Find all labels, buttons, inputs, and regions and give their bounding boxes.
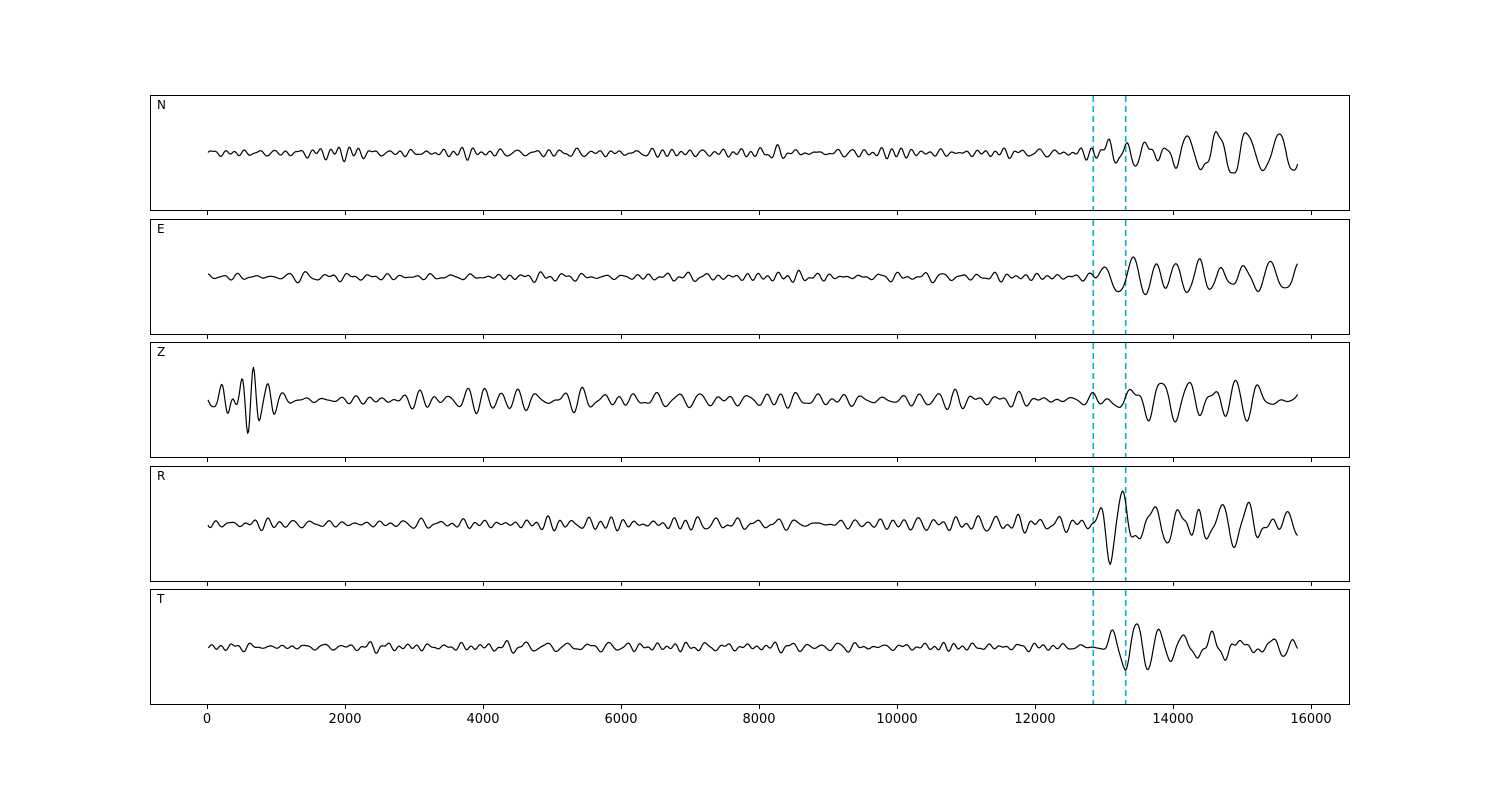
x-axis-tick: [897, 458, 898, 462]
x-axis-tick: [759, 458, 760, 462]
x-axis-tick-label: 4000: [466, 712, 500, 727]
x-axis-tick: [897, 581, 898, 586]
x-axis-tick: [1173, 705, 1174, 709]
waveform-plot-area: [207, 219, 1299, 334]
x-axis-tick: [207, 458, 208, 462]
waveform-panel-E: E: [150, 218, 1350, 335]
x-axis-tick: [897, 705, 898, 709]
x-axis-tick-label: 14000: [1152, 712, 1194, 727]
waveform-trace-T: [207, 623, 1299, 671]
x-axis-tick: [621, 705, 622, 709]
waveform-panel-R: R: [150, 465, 1350, 582]
x-axis-tick: [1035, 211, 1036, 215]
x-axis-tick: [483, 581, 484, 586]
x-axis-tick: [897, 211, 898, 215]
channel-label-T: T: [157, 592, 165, 606]
waveform-plot-area: [207, 466, 1299, 581]
x-axis-tick: [621, 581, 622, 586]
x-axis-tick: [207, 705, 208, 709]
x-axis-tick: [1173, 211, 1174, 215]
x-axis-tick: [1173, 458, 1174, 462]
waveform-trace-E: [207, 255, 1299, 295]
x-axis-tick: [1311, 334, 1312, 339]
x-axis-tick: [897, 334, 898, 339]
x-axis-tick-label: 12000: [1014, 712, 1056, 727]
x-axis-tick: [621, 211, 622, 215]
waveform-trace-Z: [207, 366, 1299, 434]
x-axis-tick: [483, 334, 484, 339]
channel-label-E: E: [157, 221, 165, 236]
x-axis-tick: [345, 211, 346, 215]
channel-label-R: R: [157, 468, 166, 483]
x-axis-tick-label: 8000: [742, 712, 776, 727]
waveform-plot-area: [207, 590, 1299, 704]
x-axis-tick: [759, 211, 760, 215]
x-axis-tick: [621, 334, 622, 339]
x-axis-tick: [345, 705, 346, 709]
x-axis-tick: [1173, 581, 1174, 586]
waveform-trace-R: [207, 490, 1299, 565]
x-axis-tick: [345, 458, 346, 462]
x-axis-tick-label: 2000: [328, 712, 362, 727]
channel-label-Z: Z: [157, 345, 166, 359]
x-axis-tick-label: 0: [202, 712, 212, 727]
x-axis-tick: [759, 334, 760, 339]
x-axis-tick: [1311, 458, 1312, 462]
x-axis-tick-label: 16000: [1290, 712, 1332, 727]
waveform-plot-area: [207, 96, 1299, 210]
channel-label-N: N: [157, 98, 166, 112]
x-axis-tick: [1311, 705, 1312, 709]
x-axis-tick: [483, 458, 484, 462]
x-axis-tick: [1311, 581, 1312, 586]
waveform-panel-N: N: [150, 95, 1350, 211]
waveform-plot-area: [207, 343, 1299, 457]
x-axis-tick: [1173, 334, 1174, 339]
x-axis-tick: [1311, 211, 1312, 215]
x-axis-tick: [1035, 334, 1036, 339]
x-axis-tick: [759, 581, 760, 586]
x-axis-tick: [207, 211, 208, 215]
x-axis-tick: [1035, 705, 1036, 709]
waveform-trace-N: [207, 131, 1299, 174]
x-axis-tick: [483, 705, 484, 709]
x-axis-tick-label: 10000: [876, 712, 918, 727]
x-axis-tick: [345, 334, 346, 339]
x-axis-tick: [207, 334, 208, 339]
x-axis-tick: [759, 705, 760, 709]
x-axis-tick: [207, 581, 208, 586]
x-axis-tick: [621, 458, 622, 462]
waveform-panel-T: T: [150, 589, 1350, 705]
x-axis-tick-label: 6000: [604, 712, 638, 727]
x-axis-tick: [345, 581, 346, 586]
x-axis-tick: [483, 211, 484, 215]
x-axis-tick: [1035, 458, 1036, 462]
x-axis-tick: [1035, 581, 1036, 586]
waveform-panel-Z: Z: [150, 342, 1350, 458]
